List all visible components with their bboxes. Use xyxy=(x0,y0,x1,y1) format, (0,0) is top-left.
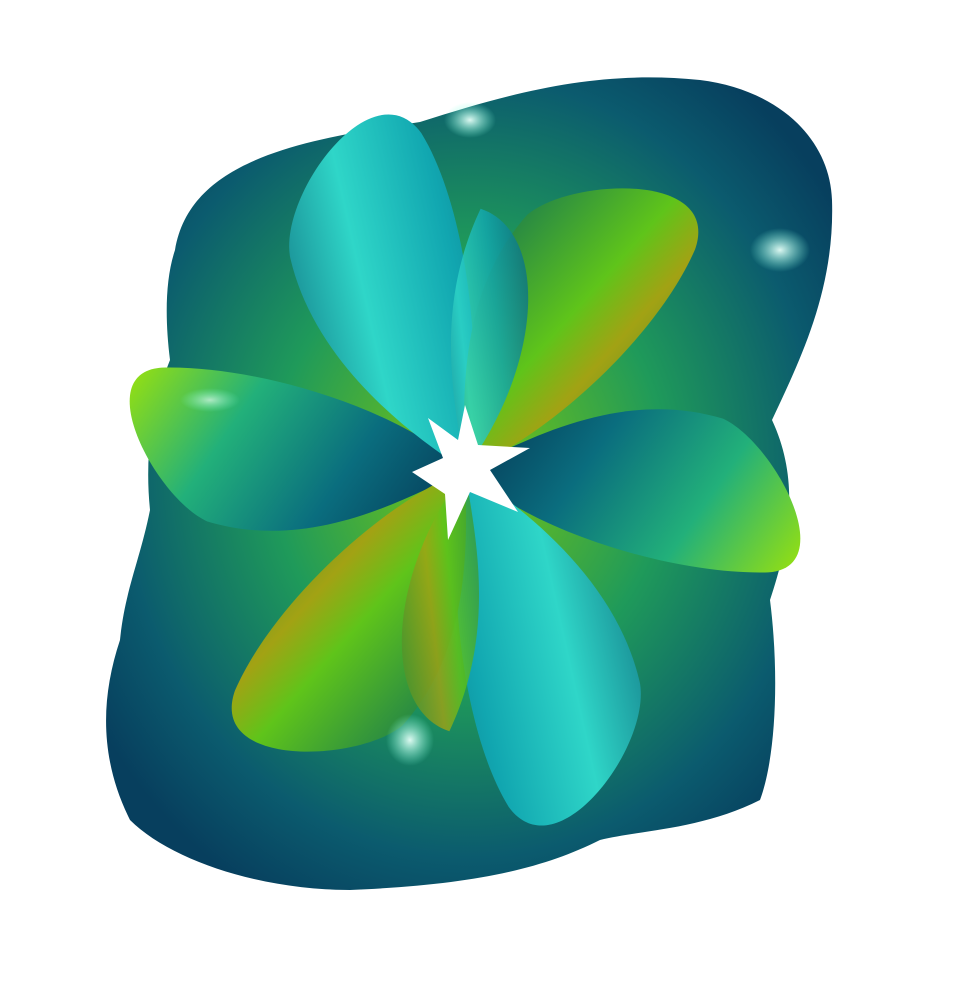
highlight xyxy=(444,102,496,138)
highlight xyxy=(180,388,240,412)
petal xyxy=(289,114,475,470)
center-hole xyxy=(412,405,530,540)
petal-inner xyxy=(450,208,529,470)
petal xyxy=(455,470,641,826)
highlight xyxy=(386,714,434,766)
petal-inner xyxy=(401,470,480,732)
highlight xyxy=(750,228,810,272)
petal xyxy=(465,409,801,573)
